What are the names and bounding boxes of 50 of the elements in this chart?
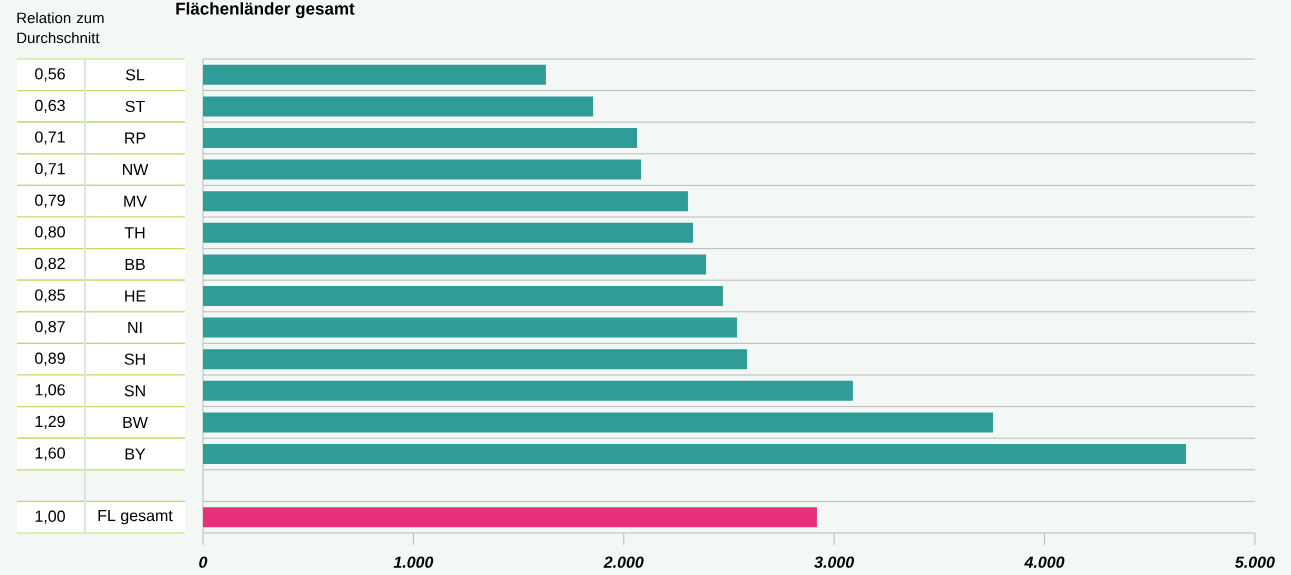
- y-tick-label: TH: [124, 227, 145, 239]
- text: 0,85: [35, 289, 65, 303]
- y-tick-label: BY: [125, 448, 146, 460]
- text: 0,82: [35, 257, 65, 271]
- x-tick-label: 4.000: [1024, 556, 1065, 568]
- y-tick-label: SL: [125, 69, 145, 81]
- bar: [203, 128, 638, 148]
- bar: [203, 443, 1186, 464]
- text: 1,29: [35, 415, 65, 429]
- bar: [203, 317, 737, 338]
- x-tick-label: 1.000: [393, 556, 434, 568]
- bar: [203, 222, 693, 243]
- bar: [203, 349, 748, 370]
- y-tick-label: SN: [124, 385, 145, 397]
- x-tick-label: 5.000: [1235, 556, 1275, 568]
- x-tick-label: 0: [199, 556, 208, 568]
- bar: [203, 286, 723, 306]
- bar: [203, 507, 817, 528]
- y-tick-label: SH: [124, 353, 145, 365]
- y-tick-label: NI: [128, 322, 142, 334]
- text: 0,80: [35, 226, 65, 240]
- text: 0,89: [35, 352, 65, 366]
- text: 0,79: [35, 194, 65, 208]
- text: Relation zum Durchschnitt: [17, 12, 104, 44]
- text: 0,56: [35, 68, 65, 82]
- y-tick-label: BW: [123, 416, 148, 428]
- text: 1,06: [35, 384, 65, 398]
- y-tick-label: HE: [125, 290, 146, 302]
- text: 0,63: [35, 99, 65, 113]
- chart-title: Flächenländer gesamt: [176, 2, 355, 19]
- text: 1,00: [35, 510, 65, 524]
- text: 1,60: [35, 447, 65, 461]
- bar: [203, 254, 707, 275]
- text: 0,87: [35, 320, 65, 335]
- text: 0,71: [35, 162, 65, 177]
- y-tick-label: MV: [124, 195, 147, 207]
- bar: [203, 412, 994, 433]
- y-tick-label: NW: [123, 164, 149, 176]
- y-tick-label: ST: [125, 100, 145, 113]
- text: 0,71: [35, 131, 65, 145]
- bar: [203, 96, 594, 117]
- bar: [203, 159, 642, 180]
- y-tick-label: FL gesamt: [98, 510, 173, 525]
- bar: [203, 191, 688, 212]
- x-tick-label: 3.000: [814, 556, 855, 568]
- bar: [203, 380, 853, 401]
- x-tick-label: 2.000: [603, 556, 644, 568]
- bar: [203, 64, 546, 85]
- y-tick-label: RP: [125, 132, 146, 144]
- y-tick-label: BB: [125, 258, 145, 270]
